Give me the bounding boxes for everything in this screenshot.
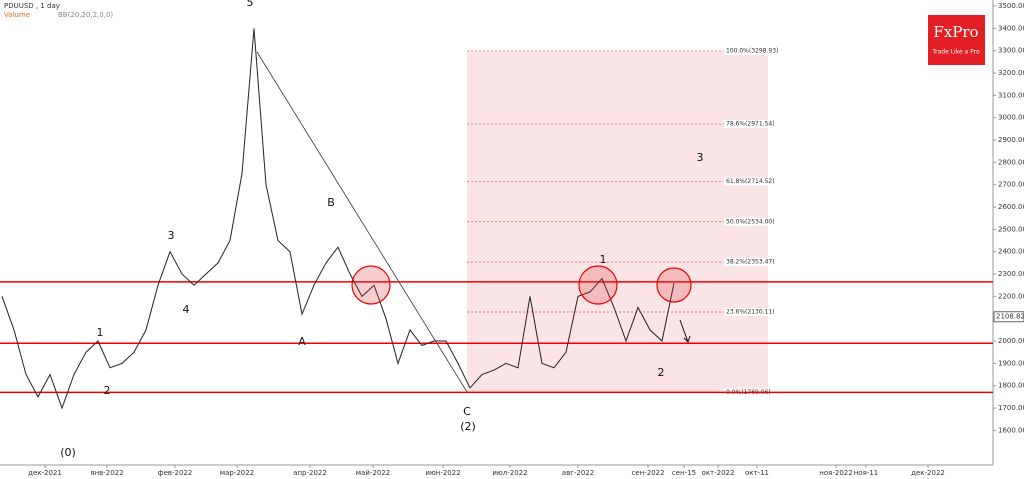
- logo-brand: FxPro: [933, 23, 978, 41]
- y-tick-label: 2300.00: [998, 270, 1024, 278]
- x-tick-label: авг-2022: [562, 469, 594, 477]
- fib-label: 61.8%(2714.52): [726, 178, 775, 185]
- fib-label-bg: [724, 120, 768, 129]
- y-tick-label: 2000.00: [998, 337, 1024, 345]
- highlight-circle: [578, 265, 618, 305]
- y-tick-label: 2400.00: [998, 248, 1024, 256]
- x-tick-label: апр-2022: [293, 469, 327, 477]
- wave-label: A: [298, 335, 306, 348]
- wave-label: 2: [658, 366, 665, 379]
- y-tick-label: 1800.00: [998, 382, 1024, 390]
- x-tick-label: дек-2021: [28, 469, 62, 477]
- y-tick-label: 3400.00: [998, 24, 1024, 32]
- wave-label: 2: [104, 384, 111, 397]
- x-tick-label: ноя-11: [854, 469, 879, 477]
- fib-label-bg: [724, 217, 768, 226]
- x-tick-label: окт-11: [745, 469, 769, 477]
- y-tick-label: 1900.00: [998, 359, 1024, 367]
- fib-zone: [467, 50, 768, 393]
- y-tick-label: 2700.00: [998, 181, 1024, 189]
- wave-label: C: [463, 405, 471, 418]
- wave-label: 1: [97, 326, 104, 339]
- x-tick-label: окт-2022: [702, 469, 735, 477]
- x-tick-label: мар-2022: [220, 469, 254, 477]
- price-line: [1, 28, 675, 410]
- wave-label: 4: [183, 303, 190, 316]
- logo-tagline: Trade Like a Pro: [931, 49, 980, 56]
- y-tick-label: 2900.00: [998, 136, 1024, 144]
- arrow: [679, 319, 691, 343]
- last-price-box: [993, 311, 1024, 323]
- y-tick-label: 3000.00: [998, 114, 1024, 122]
- fib-label: 50.0%(2534.00): [726, 218, 775, 225]
- x-tick-label: фев-2022: [158, 469, 193, 477]
- y-tick-label: 1600.00: [998, 426, 1024, 434]
- y-tick-label: 3100.00: [998, 91, 1024, 99]
- x-tick-label: июн-2022: [425, 469, 460, 477]
- y-tick-label: 2800.00: [998, 158, 1024, 166]
- y-tick-label: 1700.00: [998, 404, 1024, 412]
- y-tick-label: 3500.00: [998, 2, 1024, 10]
- wave-label: B: [327, 196, 335, 209]
- symbol: PDUUSD , 1 day: [4, 2, 60, 10]
- highlight-circle: [656, 267, 692, 303]
- indicator-label: BB(20,20,2,0,0): [58, 11, 113, 19]
- x-tick-label: ноя-2022: [819, 469, 852, 477]
- y-tick-label: 2600.00: [998, 203, 1024, 211]
- fib-label: 23.6%(2130.11): [726, 308, 775, 315]
- wave-label: 3: [697, 151, 704, 164]
- x-tick-label: июл-2022: [492, 469, 527, 477]
- wave-label: (2): [460, 420, 476, 433]
- highlight-circle: [351, 265, 391, 305]
- y-tick-label: 2200.00: [998, 292, 1024, 300]
- fib-label-bg: [724, 258, 768, 267]
- wave-label: 3: [168, 229, 175, 242]
- x-tick-label: сен-15: [672, 469, 696, 477]
- x-tick-label: май-2022: [356, 469, 390, 477]
- trend-line: [256, 51, 468, 393]
- logo: [928, 15, 985, 65]
- fib-label: 78.6%(2971.54): [726, 121, 775, 128]
- x-tick-label: дек-2022: [911, 469, 945, 477]
- y-tick-label: 2500.00: [998, 225, 1024, 233]
- fib-label-bg: [724, 177, 768, 186]
- wave-label: 5: [247, 0, 254, 9]
- last-price-label: 2108.82: [996, 313, 1024, 321]
- wave-label: 1: [600, 253, 607, 266]
- fib-label: 38.2%(2353.47): [726, 259, 775, 266]
- wave-label: (0): [60, 446, 76, 459]
- fib-label-bg: [724, 46, 768, 55]
- fib-label: 100.0%(3298.93): [726, 47, 778, 54]
- y-tick-label: 3200.00: [998, 69, 1024, 77]
- x-tick-label: янв-2022: [90, 469, 123, 477]
- y-tick-label: 3300.00: [998, 47, 1024, 55]
- fib-label-bg: [724, 307, 768, 316]
- volume-label: Volume: [4, 11, 30, 19]
- x-tick-label: сен-2022: [631, 469, 664, 477]
